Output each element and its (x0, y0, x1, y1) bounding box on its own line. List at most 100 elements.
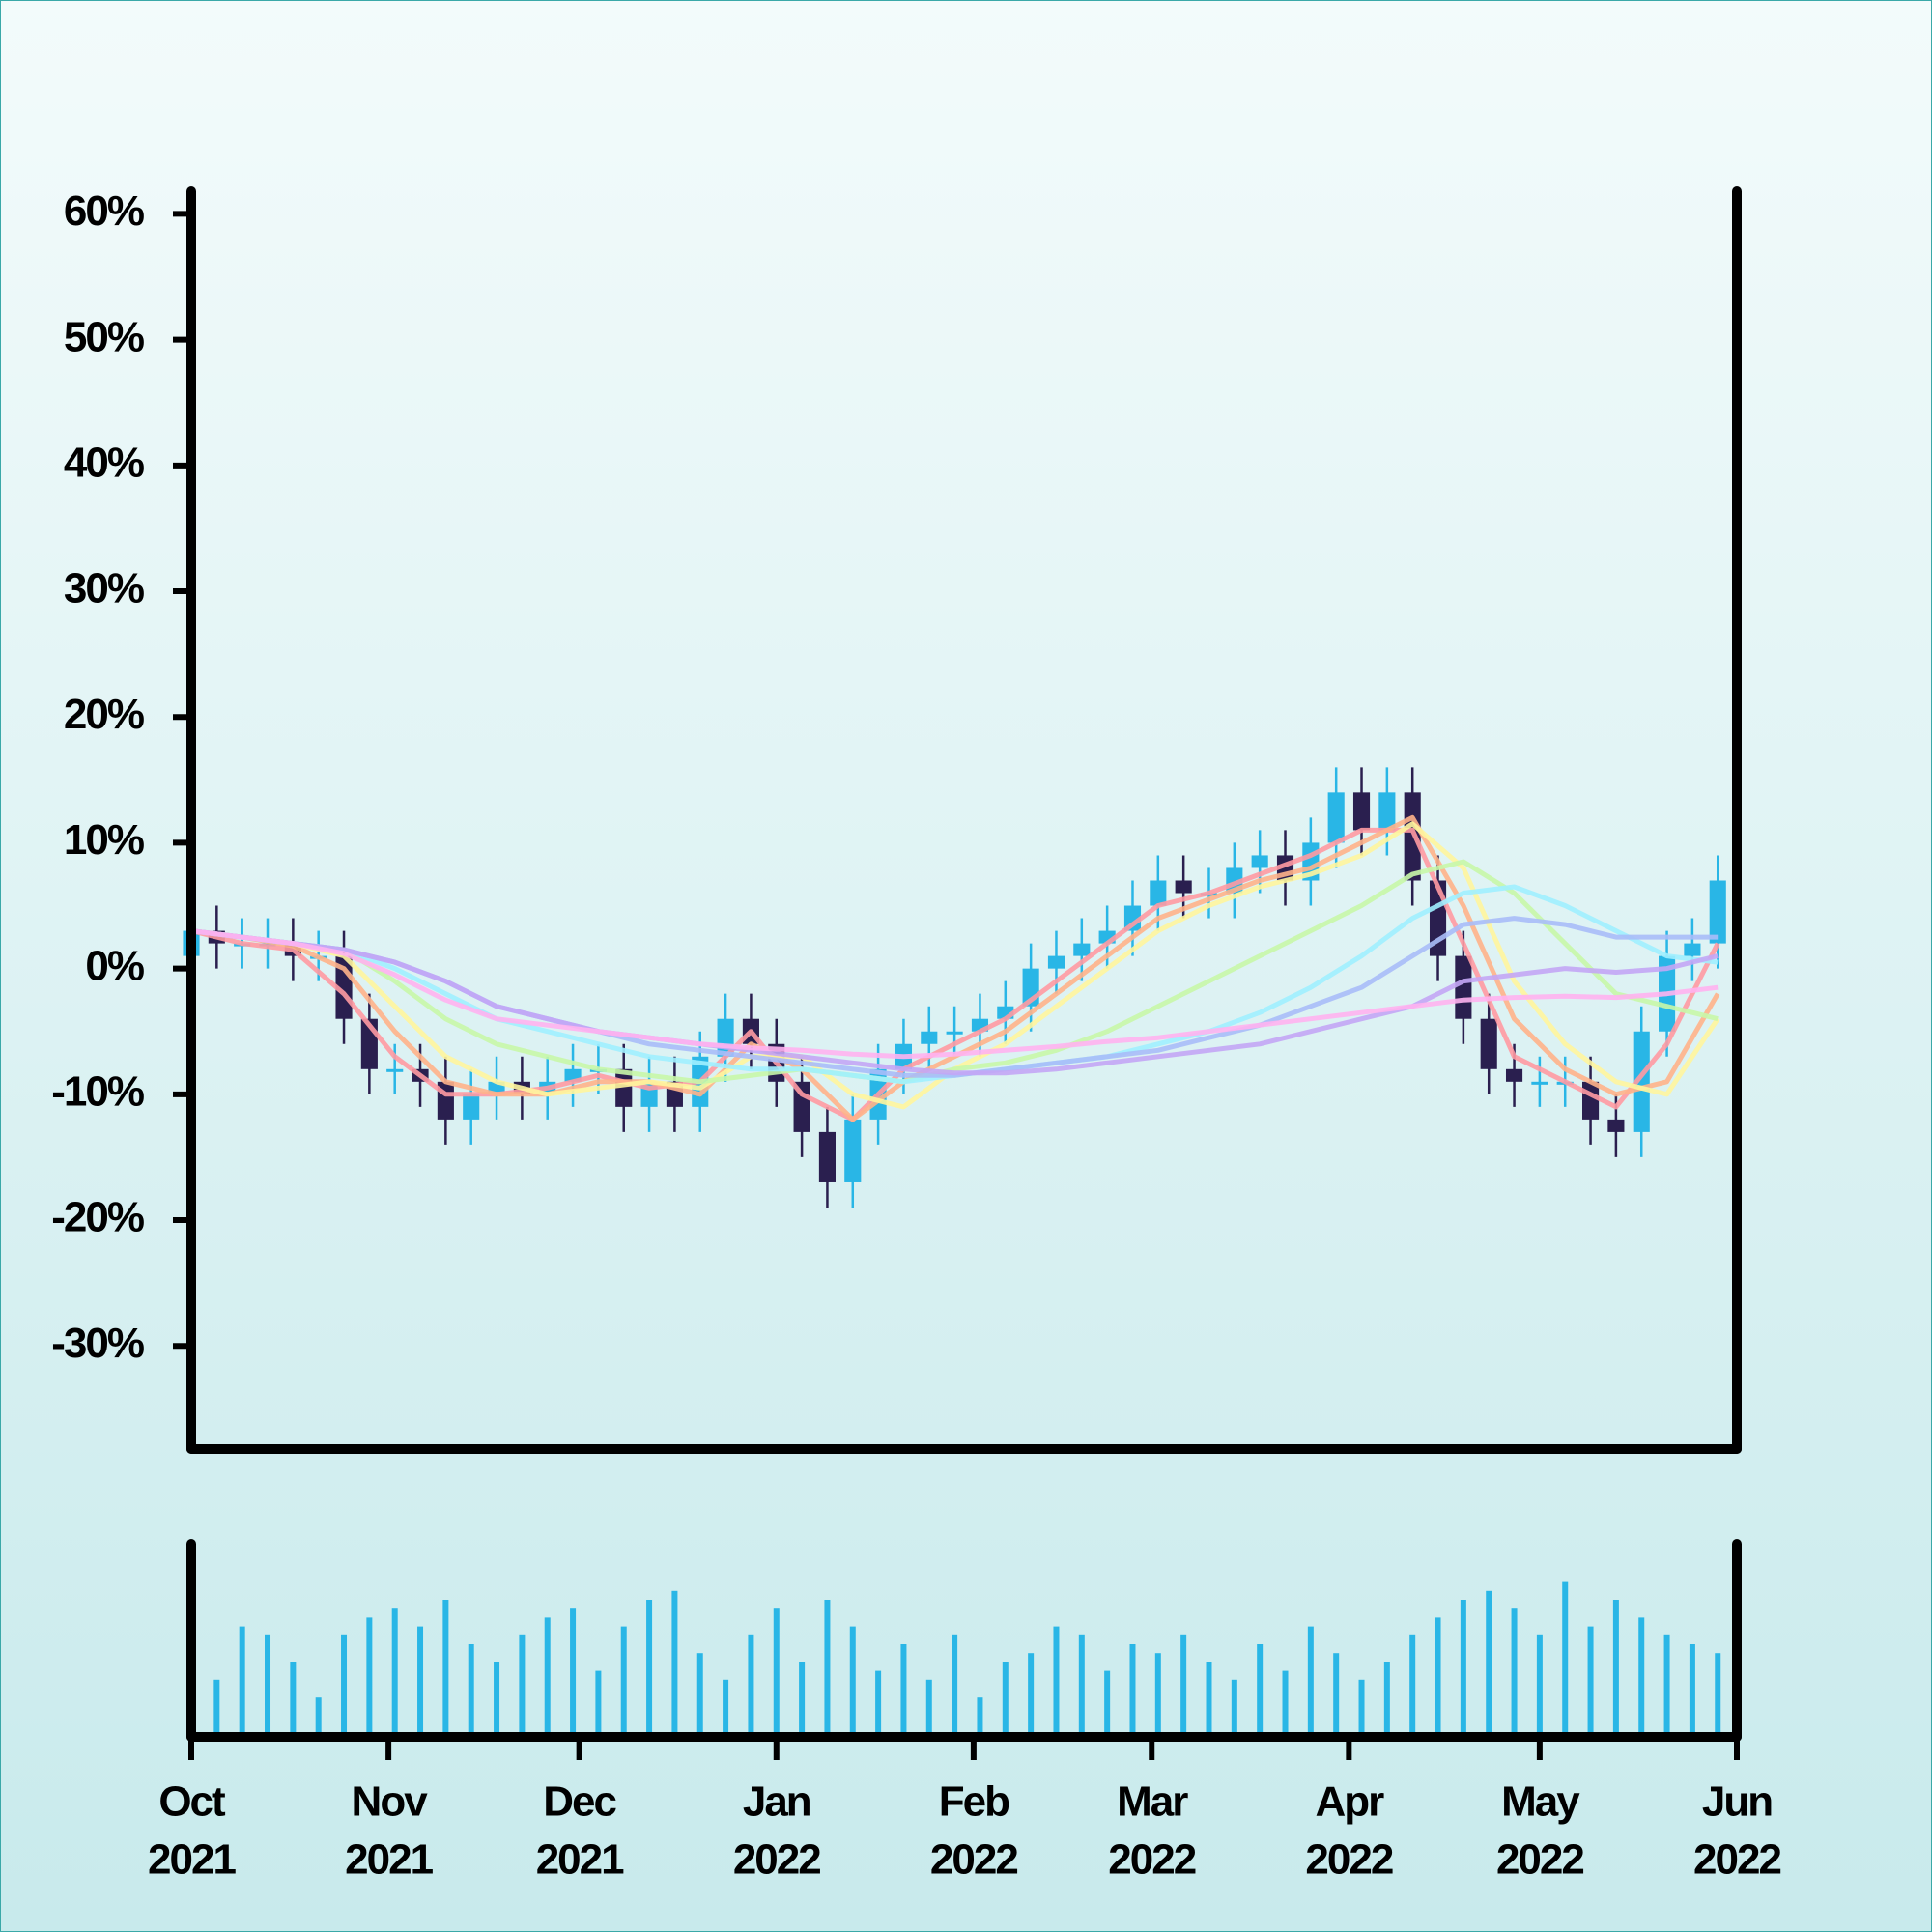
x-tick-label: 2022 (1108, 1836, 1195, 1884)
volume-bar (1104, 1670, 1111, 1733)
volume-bar (341, 1634, 348, 1733)
y-tick-label: 50% (64, 313, 144, 360)
candle-body (463, 1094, 480, 1120)
x-tick-label: Dec (543, 1778, 616, 1826)
x-tick-label: 2022 (1693, 1836, 1780, 1884)
candle-body (1047, 955, 1065, 969)
volume-bar (1663, 1634, 1670, 1733)
candle-body (1455, 955, 1472, 1019)
y-tick-label: 10% (64, 816, 144, 864)
moving-average-line (190, 827, 1720, 1122)
candle-body (921, 1031, 938, 1044)
volume-bar (213, 1679, 220, 1733)
volume-bar (671, 1590, 678, 1733)
x-tick-label: 2021 (148, 1836, 236, 1884)
candle-body (1505, 1068, 1523, 1082)
volume-bar (1460, 1600, 1466, 1733)
volume-bar (366, 1617, 373, 1733)
volume-bar (875, 1670, 882, 1733)
candle-body (844, 1119, 862, 1182)
y-tick-label: 30% (64, 565, 144, 612)
volume-bar (442, 1600, 449, 1733)
volume-bar (1231, 1679, 1237, 1733)
volume-bar (773, 1608, 780, 1733)
volume-bar (1409, 1634, 1416, 1733)
x-tick-label: Feb (939, 1778, 1009, 1826)
y-tick-label: -20% (51, 1194, 144, 1241)
volume-bar (1638, 1617, 1645, 1733)
x-tick-label: Oct (158, 1778, 226, 1826)
volume-bar (290, 1662, 297, 1733)
candle-body (1684, 943, 1701, 956)
volume-bar (748, 1634, 754, 1733)
axes-frame (186, 186, 1742, 1742)
volume-bar (1562, 1581, 1569, 1733)
x-tick-label: Mar (1117, 1778, 1188, 1826)
volume-bar (1257, 1644, 1264, 1733)
volume-bar (849, 1626, 856, 1733)
candle-body (1327, 792, 1345, 843)
volume-bar (646, 1600, 653, 1733)
volume-bar (391, 1608, 398, 1733)
volume-bar (723, 1679, 729, 1733)
volume-bar (900, 1644, 907, 1733)
candle-body (1607, 1119, 1625, 1132)
volume-bar (1053, 1626, 1060, 1733)
x-tick-label: 2021 (536, 1836, 624, 1884)
moving-average-line (190, 814, 1720, 1122)
plot-area (183, 767, 1726, 1733)
volume-bar (1028, 1653, 1035, 1733)
volume-bar (1180, 1634, 1187, 1733)
x-tick-label: Apr (1315, 1778, 1384, 1826)
candle-body (386, 1068, 404, 1072)
volume-bar (696, 1653, 703, 1733)
volume-bar (265, 1634, 271, 1733)
y-tick-label: 20% (64, 691, 144, 738)
candle-body (1480, 1018, 1497, 1069)
volume-bar (977, 1697, 983, 1733)
candle-body (1352, 792, 1371, 831)
volume-bar (1307, 1626, 1314, 1733)
volume-bar (952, 1634, 958, 1733)
y-tick-label: 40% (64, 439, 144, 486)
y-tick-label: 0% (85, 942, 143, 989)
volume-bar (620, 1626, 627, 1733)
x-tick-label: 2022 (1496, 1836, 1583, 1884)
volume-bar (1002, 1662, 1009, 1733)
volume-bar (1206, 1662, 1212, 1733)
candle-body (1582, 1081, 1600, 1120)
moving-average-line (190, 928, 1719, 1060)
volume-bar (1154, 1653, 1161, 1733)
volume-bar (315, 1697, 322, 1733)
volume-bar (544, 1617, 551, 1733)
x-tick-label: May (1501, 1778, 1580, 1826)
candle-body (1633, 1031, 1650, 1132)
y-tick-label: 60% (64, 187, 144, 235)
volume-bar (1511, 1608, 1518, 1733)
candle-body (1150, 880, 1167, 906)
volume-bar (824, 1600, 831, 1733)
volume-bar (1486, 1590, 1492, 1733)
volume-bar (494, 1662, 500, 1733)
moving-average-line (190, 859, 1719, 1085)
volume-bar (417, 1626, 424, 1733)
volume-bar (570, 1608, 577, 1733)
x-tick-label: 2021 (345, 1836, 433, 1884)
volume-bar (1383, 1662, 1390, 1733)
candle-body (818, 1131, 836, 1182)
candle-body (1175, 880, 1192, 894)
volume-bar (1435, 1617, 1441, 1733)
candle-body (1073, 943, 1091, 956)
volume-bar (925, 1679, 932, 1733)
volume-bar (1689, 1644, 1695, 1733)
y-tick-label: -30% (51, 1320, 144, 1367)
x-tick-label: 2022 (1305, 1836, 1392, 1884)
volume-bar (1536, 1634, 1543, 1733)
candle-body (1709, 880, 1726, 944)
volume-bar (468, 1644, 474, 1733)
volume-bar (595, 1670, 602, 1733)
x-tick-label: Jan (743, 1778, 810, 1826)
